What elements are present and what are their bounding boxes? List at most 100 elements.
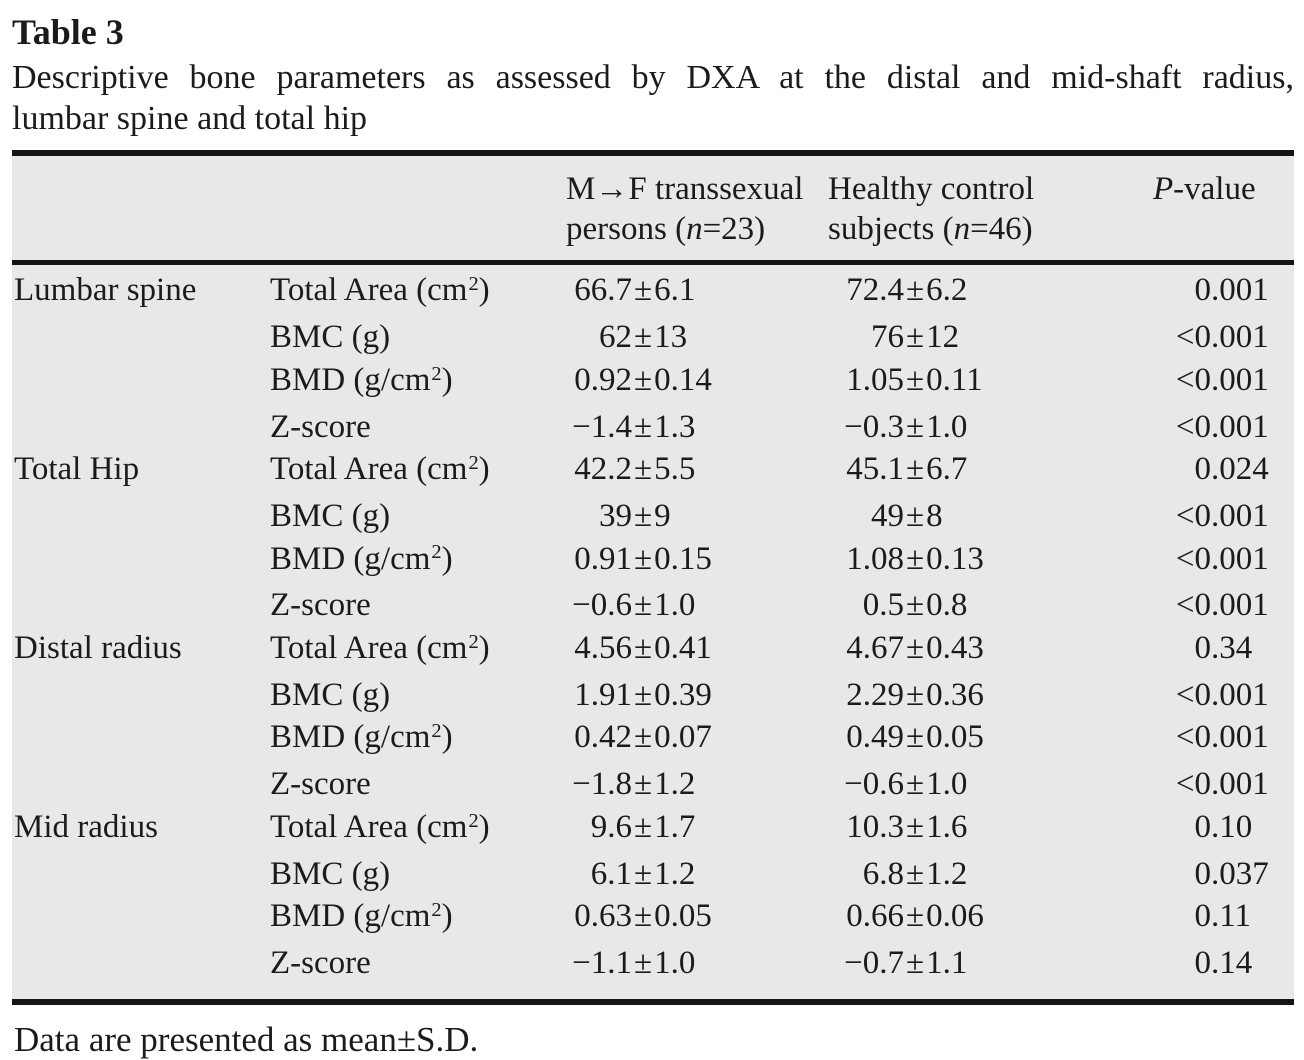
mf-value-cell: 62±13	[599, 319, 688, 356]
plus-minus-sign: ±	[634, 319, 653, 356]
superscript-2: 2	[431, 720, 442, 743]
control-value-cell: 0.49±0.05	[846, 719, 984, 756]
control-value-cell: 1.05±0.11	[846, 361, 983, 398]
p-value-cell: <0.001	[1175, 587, 1269, 624]
control-value-cell: 10.3±1.6	[846, 808, 968, 845]
p-value-cell: <0.001	[1175, 540, 1269, 577]
plus-minus-sign: ±	[634, 540, 653, 577]
table-row: Total Hip Total Area (cm2) 42.2±5.5 45.1…	[12, 448, 1294, 495]
plus-minus-sign: ±	[906, 719, 925, 756]
p-value-cell: <0.001	[1175, 408, 1269, 445]
plus-minus-sign: ±	[906, 361, 925, 398]
header-control-line2: subjects (n=46)	[828, 211, 1033, 248]
table-caption: Descriptive bone parameters as assessed …	[12, 57, 1294, 139]
row-group-label	[12, 942, 270, 985]
row-group-label	[12, 359, 270, 406]
table-row: Z-score −1.1±1.0 −0.7±1.1 0.14	[12, 942, 1294, 985]
italic-n: n	[953, 211, 971, 248]
row-parameter-label: BMC (g)	[270, 676, 391, 713]
table-row: BMC (g) 6.1±1.2 6.8±1.2 0.037	[12, 853, 1294, 896]
table-row: Z-score −1.8±1.2 −0.6±1.0 <0.001	[12, 763, 1294, 806]
plus-minus-sign: ±	[906, 676, 925, 713]
header-pvalue-label: P-value	[1153, 171, 1256, 208]
row-parameter-label: BMC (g)	[270, 319, 391, 356]
control-value-cell: 49±8	[871, 497, 943, 534]
superscript-2: 2	[431, 362, 442, 385]
control-value-cell: 72.4±6.2	[846, 272, 968, 309]
p-value-cell: 0.14	[1194, 944, 1253, 981]
control-value-cell: 45.1±6.7	[846, 451, 968, 488]
italic-n: n	[686, 211, 703, 248]
mf-value-cell: 0.91±0.15	[574, 540, 712, 577]
plus-minus-sign: ±	[634, 361, 653, 398]
header-mf-line2: persons (n=23)	[566, 211, 766, 248]
plus-minus-sign: ±	[634, 808, 653, 845]
italic-p: P	[1153, 171, 1174, 208]
plus-minus-sign: ±	[906, 898, 925, 935]
row-parameter-label: Z-score	[270, 408, 371, 445]
table-footnote: Data are presented as mean±S.D.	[14, 1019, 479, 1059]
table-row: Distal radius Total Area (cm2) 4.56±0.41…	[12, 627, 1294, 674]
mf-value-cell: 0.63±0.05	[574, 898, 712, 935]
plus-minus-sign: ±	[906, 587, 925, 624]
p-value-cell: 0.11	[1194, 898, 1252, 935]
row-group-label	[12, 895, 270, 942]
header-control-column: Healthy control subjects (n=46)	[828, 169, 1153, 249]
plus-minus-sign: ±	[634, 766, 653, 803]
table-row: BMD (g/cm2) 0.92±0.14 1.05±0.11 <0.001	[12, 359, 1294, 406]
row-group-label	[12, 538, 270, 585]
control-value-cell: −0.3±1.0	[844, 408, 968, 445]
mf-value-cell: 0.42±0.07	[574, 719, 712, 756]
row-group-label	[12, 674, 270, 717]
plus-minus-sign: ±	[634, 898, 653, 935]
table-row: BMD (g/cm2) 0.42±0.07 0.49±0.05 <0.001	[12, 716, 1294, 763]
control-value-cell: −0.7±1.1	[844, 944, 968, 981]
plus-minus-sign: ±	[906, 408, 925, 445]
plus-minus-sign: ±	[906, 319, 925, 356]
p-value-cell: <0.001	[1175, 676, 1269, 713]
p-value-cell: <0.001	[1175, 766, 1269, 803]
row-parameter-label: BMD (g/cm2)	[270, 719, 453, 756]
row-parameter-label: Total Area (cm2)	[270, 808, 490, 845]
row-parameter-label: BMD (g/cm2)	[270, 361, 453, 398]
superscript-2: 2	[468, 809, 479, 832]
plus-minus-sign: ±	[906, 630, 925, 667]
plus-minus-sign: ±	[634, 630, 653, 667]
paper-table-figure: Table 3 Descriptive bone parameters as a…	[12, 12, 1294, 1059]
row-parameter-label: BMD (g/cm2)	[270, 898, 453, 935]
mf-value-cell: 4.56±0.41	[574, 630, 712, 667]
row-group-label: Distal radius	[14, 630, 182, 667]
header-mf-column: M→F transsexual persons (n=23)	[566, 169, 828, 249]
row-group-label: Mid radius	[14, 808, 158, 845]
header-control-line1: Healthy control	[828, 171, 1035, 208]
table-row: Lumbar spine Total Area (cm2) 66.7±6.1 7…	[12, 269, 1294, 316]
plus-minus-sign: ±	[906, 451, 925, 488]
row-parameter-label: BMC (g)	[270, 497, 391, 534]
row-group-label: Lumbar spine	[14, 272, 197, 309]
plus-minus-sign: ±	[634, 855, 653, 892]
p-value-cell: <0.001	[1175, 497, 1269, 534]
plus-minus-sign: ±	[634, 944, 653, 981]
mf-value-cell: 0.92±0.14	[574, 361, 712, 398]
mf-value-cell: 42.2±5.5	[574, 451, 696, 488]
row-parameter-label: Total Area (cm2)	[270, 272, 490, 309]
caption-line-1: Descriptive bone parameters as assessed …	[12, 59, 1294, 97]
caption-line-2: lumbar spine and total hip	[12, 100, 368, 138]
plus-minus-sign: ±	[906, 766, 925, 803]
row-group-label	[12, 584, 270, 627]
row-group-label	[12, 406, 270, 449]
plus-minus-sign: ±	[634, 497, 653, 534]
row-group-label	[12, 716, 270, 763]
row-group-label	[12, 495, 270, 538]
table-row: BMD (g/cm2) 0.63±0.05 0.66±0.06 0.11	[12, 895, 1294, 942]
mf-value-cell: −1.1±1.0	[572, 944, 696, 981]
row-parameter-label: Total Area (cm2)	[270, 451, 490, 488]
table-row: Mid radius Total Area (cm2) 9.6±1.7 10.3…	[12, 806, 1294, 853]
control-value-cell: 76±12	[871, 319, 960, 356]
p-value-cell: 0.037	[1194, 855, 1269, 892]
control-value-cell: 2.29±0.36	[846, 676, 984, 713]
row-group-label: Total Hip	[14, 451, 140, 488]
mf-value-cell: 9.6±1.7	[590, 808, 696, 845]
superscript-2: 2	[431, 541, 442, 564]
plus-minus-sign: ±	[634, 676, 653, 713]
